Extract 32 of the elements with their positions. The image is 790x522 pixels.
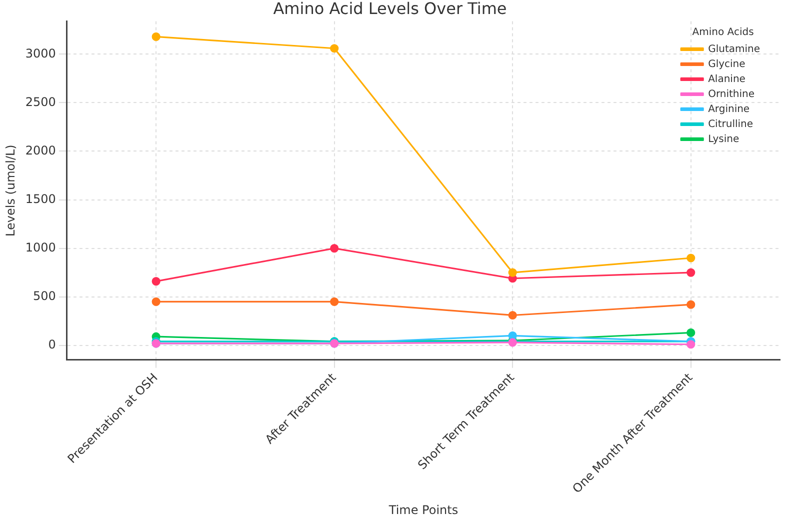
point (508, 268, 517, 277)
chart-title: Amino Acid Levels Over Time (273, 0, 507, 18)
legend-label: Glycine (708, 58, 746, 70)
legend-title: Amino Acids (692, 26, 754, 38)
legend-label: Glutamine (708, 44, 760, 55)
legend-label: Citrulline (708, 118, 754, 130)
point (686, 254, 696, 262)
point (330, 44, 339, 53)
y-tick-label: 2500 (25, 94, 56, 109)
point (686, 300, 696, 309)
point (330, 244, 339, 253)
y-axis-title: Levels (umol/L) (3, 144, 18, 236)
x-axis-title: Time Points (388, 502, 458, 517)
y-tick-label: 0 (48, 337, 56, 352)
point (152, 297, 160, 306)
y-tick-label: 2000 (25, 143, 56, 158)
point (686, 328, 696, 338)
point (686, 340, 696, 349)
y-tick-label: 500 (33, 288, 56, 303)
point (686, 268, 696, 277)
legend-label: Lysine (708, 134, 740, 145)
point (152, 276, 160, 286)
point (152, 32, 160, 42)
y-tick-label: 1000 (25, 240, 56, 254)
legend-label: Ornithine (708, 88, 755, 100)
point (330, 297, 339, 306)
legend-label: Arginine (708, 104, 750, 115)
point (508, 310, 517, 320)
point (508, 331, 517, 340)
y-tick-label: 3000 (25, 46, 56, 60)
legend-label: Alanine (708, 74, 746, 85)
y-tick-label: 1500 (25, 192, 56, 206)
